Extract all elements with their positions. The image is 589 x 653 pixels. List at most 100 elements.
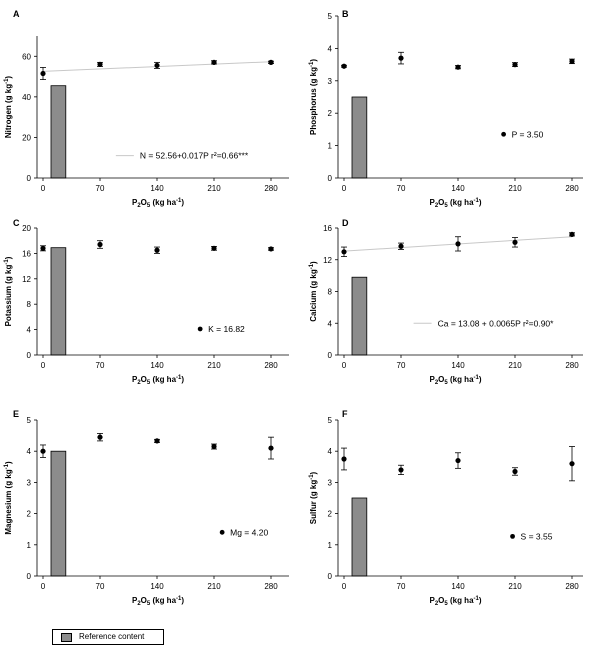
panel-letter: F xyxy=(342,409,348,419)
data-point xyxy=(40,448,46,454)
x-tick-label: 210 xyxy=(207,582,221,591)
annotation-text: Mg = 4.20 xyxy=(230,527,268,537)
y-axis-label: Potassium (g kg-1) xyxy=(4,256,13,326)
y-tick-label: 16 xyxy=(323,224,332,233)
reference-bar xyxy=(50,247,67,356)
panel-letter: D xyxy=(342,218,349,228)
y-tick-label: 4 xyxy=(27,326,32,335)
data-point xyxy=(512,239,518,245)
annotation-text: K = 16.82 xyxy=(208,324,245,334)
y-tick-label: 3 xyxy=(328,77,333,86)
annotation-dot xyxy=(219,529,225,535)
x-tick-label: 140 xyxy=(150,361,164,370)
reference-bar xyxy=(351,276,368,356)
y-tick-label: 3 xyxy=(328,478,333,487)
data-point xyxy=(512,468,518,475)
data-point xyxy=(341,456,347,462)
x-tick-label: 70 xyxy=(397,582,406,591)
x-tick-label: 280 xyxy=(264,582,278,591)
y-tick-label: 0 xyxy=(27,572,32,581)
x-tick-label: 210 xyxy=(508,184,522,193)
data-point xyxy=(211,59,217,65)
data-point xyxy=(154,247,160,253)
panel-letter: C xyxy=(13,218,20,228)
annotation-text: N = 52.56+0.017P r²=0.66*** xyxy=(140,151,249,161)
x-tick-label: 210 xyxy=(207,184,221,193)
data-point xyxy=(341,63,347,69)
data-point xyxy=(211,245,217,251)
data-point xyxy=(398,55,404,61)
annotation-dot xyxy=(197,326,203,332)
chart-panel-c: 0 4 8 12 16 20 0 70 140 210 280 C P2O5 (kg ha-1) Pota… xyxy=(4,218,289,386)
y-tick-label: 8 xyxy=(27,300,32,309)
x-tick-label: 280 xyxy=(565,582,579,591)
y-tick-label: 5 xyxy=(328,416,333,425)
x-tick-label: 70 xyxy=(96,361,105,370)
annotation-text: S = 3.55 xyxy=(521,531,553,541)
x-tick-label: 280 xyxy=(264,184,278,193)
data-point xyxy=(268,246,274,252)
y-axis-label: Phosphorus (g kg-1) xyxy=(309,59,318,135)
y-tick-label: 3 xyxy=(27,478,32,487)
x-tick-label: 0 xyxy=(41,184,46,193)
data-point xyxy=(455,241,461,247)
data-point xyxy=(211,443,217,450)
x-axis-label: P2O5 (kg ha-1) xyxy=(132,375,184,386)
x-tick-label: 140 xyxy=(451,582,465,591)
data-point xyxy=(40,245,46,251)
data-point xyxy=(398,243,404,249)
x-tick-label: 70 xyxy=(397,361,406,370)
y-tick-label: 4 xyxy=(27,447,32,456)
x-tick-label: 210 xyxy=(207,361,221,370)
data-point xyxy=(569,58,575,64)
chart-panel-d: 0 4 8 12 16 0 70 140 210 280 D P2O5 (kg ha-1) Calciu… xyxy=(309,218,583,386)
x-tick-label: 70 xyxy=(96,582,105,591)
annotation-text: Ca = 13.08 + 0.0065P r²=0.90* xyxy=(438,318,555,328)
panel-letter: B xyxy=(342,9,349,19)
data-point xyxy=(268,445,274,451)
y-tick-label: 1 xyxy=(27,541,32,550)
legend-box: Reference content xyxy=(52,629,164,645)
x-tick-label: 70 xyxy=(96,184,105,193)
y-tick-label: 2 xyxy=(27,510,32,519)
annotation-dot xyxy=(501,131,506,137)
x-tick-label: 0 xyxy=(41,582,46,591)
annotation-dot xyxy=(510,533,515,539)
data-point xyxy=(455,64,461,70)
reference-bar xyxy=(351,96,368,179)
y-tick-label: 20 xyxy=(22,224,31,233)
data-point xyxy=(398,467,404,473)
data-point xyxy=(268,59,274,65)
chart-panel-a: 0 20 40 60 0 70 140 210 280 A P2O5 (kg ha-1) Nitrog… xyxy=(4,9,289,209)
y-tick-label: 2 xyxy=(328,109,333,118)
x-tick-label: 0 xyxy=(342,184,347,193)
data-point xyxy=(569,461,575,467)
x-axis-label: P2O5 (kg ha-1) xyxy=(132,198,184,209)
x-tick-label: 210 xyxy=(508,361,522,370)
y-axis-label: Magnesium (g kg-1) xyxy=(4,461,13,535)
data-point xyxy=(341,249,347,255)
x-tick-label: 280 xyxy=(264,361,278,370)
data-point xyxy=(569,231,575,237)
y-tick-label: 0 xyxy=(328,351,333,360)
y-tick-label: 8 xyxy=(328,288,333,297)
y-tick-label: 5 xyxy=(27,416,32,425)
data-point xyxy=(97,61,103,67)
x-tick-label: 0 xyxy=(342,582,347,591)
x-tick-label: 210 xyxy=(508,582,522,591)
x-tick-label: 0 xyxy=(342,361,347,370)
y-axis-label: Nitrogen (g kg-1) xyxy=(4,76,13,139)
x-tick-label: 140 xyxy=(451,184,465,193)
y-axis-label: Sulfur (g kg-1) xyxy=(309,471,318,524)
y-tick-label: 12 xyxy=(22,275,31,284)
reference-bar xyxy=(50,85,67,179)
data-point xyxy=(154,62,160,69)
reference-bar xyxy=(50,450,67,577)
chart-panel-b: 0 1 2 3 4 5 0 70 140 210 280 B P2O5 (kg ha-1) Phospho… xyxy=(309,9,583,209)
x-tick-label: 70 xyxy=(397,184,406,193)
x-tick-label: 140 xyxy=(150,184,164,193)
panel-letter: A xyxy=(13,9,20,19)
y-tick-label: 4 xyxy=(328,319,333,328)
y-tick-label: 40 xyxy=(22,93,31,102)
